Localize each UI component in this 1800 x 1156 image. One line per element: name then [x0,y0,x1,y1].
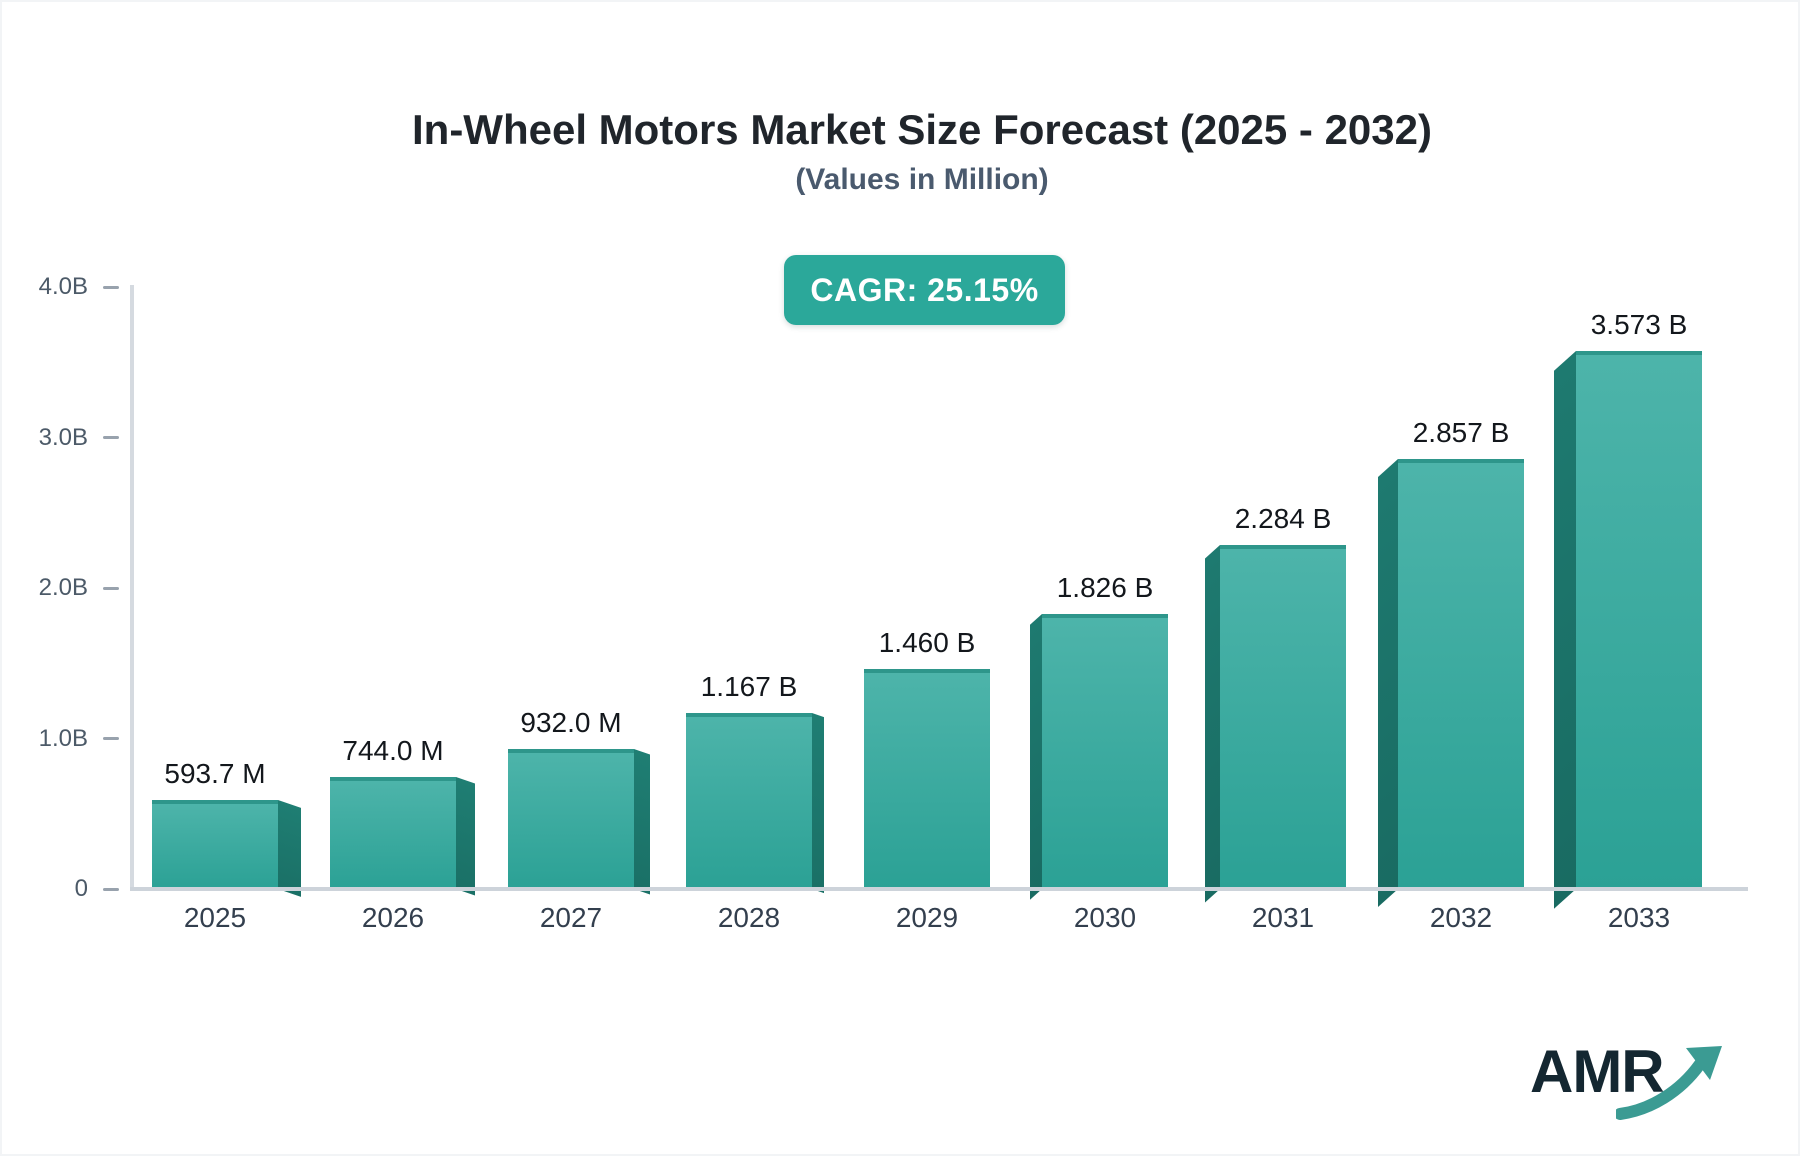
bar-side [456,777,475,896]
bar-2025 [152,799,278,889]
bar-2030 [1042,614,1168,889]
amr-logo: AMR [1530,1036,1730,1126]
y-tick-label: 0 [74,875,88,902]
x-category-label: 2027 [539,902,603,933]
amr-logo-text: AMR [1530,1038,1665,1105]
bar-side [812,713,824,894]
bar-value-label: 2.857 B [1412,417,1510,449]
bar-2026 [330,777,456,889]
y-axis-line [130,285,134,891]
x-category-label: 2025 [183,902,247,933]
x-axis-line [130,887,1748,891]
y-tick-label: 2.0B [38,574,88,601]
bar-value-label: 2.284 B [1234,503,1332,535]
x-category-label: 2031 [1251,902,1315,933]
x-category-label: 2026 [361,902,425,933]
y-tick-dash [103,436,119,439]
bar-2027 [508,748,634,889]
y-tick-dash [103,285,119,289]
bar-value-label: 593.7 M [164,757,266,789]
cagr-badge-label: CAGR: 25.15% [810,271,1039,308]
bar-side [634,748,650,895]
bar-2032 [1398,459,1524,889]
bar-side [278,799,301,897]
bar-value-label: 3.573 B [1590,309,1688,341]
y-tick-label: 3.0B [38,423,88,451]
bar-value-label: 1.167 B [700,671,798,703]
chart-title: In-Wheel Motors Market Size Forecast (20… [412,106,1432,153]
cagr-badge: CAGR: 25.15% [784,255,1065,325]
bar-value-label: 932.0 M [520,706,622,738]
bar-value-label: 1.460 B [878,627,976,659]
growth-arrow-icon [1616,1046,1722,1120]
bar-2028 [686,713,812,889]
bar-2033 [1576,351,1702,889]
x-category-label: 2030 [1073,902,1137,933]
y-tick-label: 4.0B [38,273,88,300]
x-category-label: 2033 [1607,902,1671,933]
y-tick-dash [103,586,119,590]
chart-subtitle: (Values in Million) [795,163,1049,196]
x-category-label: 2032 [1429,902,1493,933]
y-tick-dash [103,737,119,740]
y-tick-label: 1.0B [38,724,88,752]
bar-2029 [864,669,990,889]
x-category-label: 2028 [717,902,781,933]
y-tick-dash [103,887,119,891]
bar-value-label: 1.826 B [1056,572,1154,604]
bar-2031 [1220,545,1346,889]
x-category-label: 2029 [895,902,959,933]
bar-value-label: 744.0 M [342,735,444,767]
